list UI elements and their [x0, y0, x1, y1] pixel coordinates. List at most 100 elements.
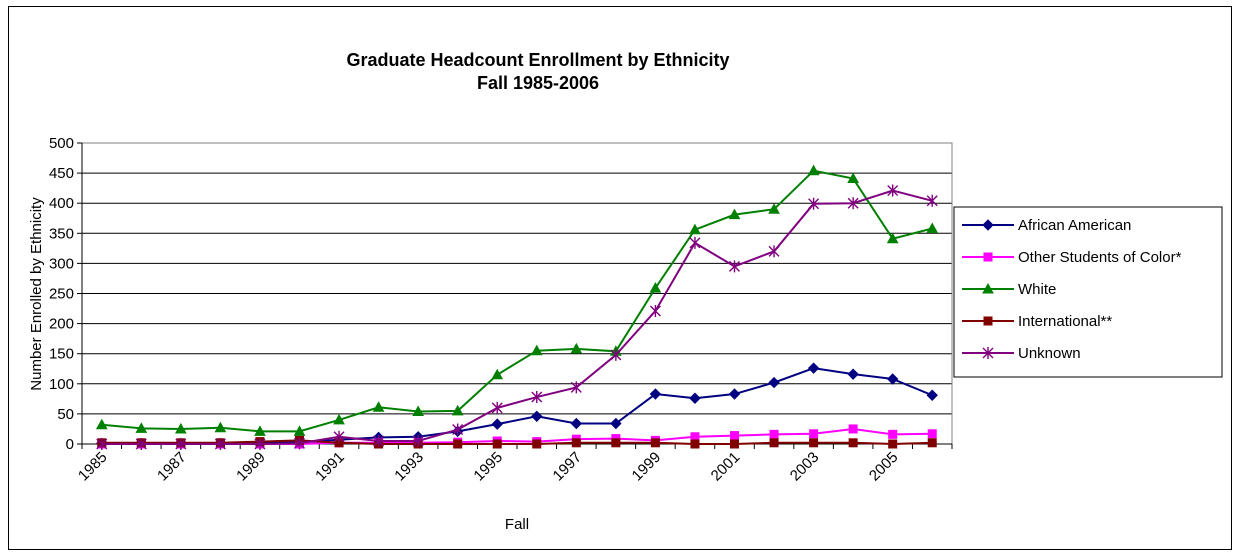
- data-point: [95, 418, 108, 430]
- data-point: [333, 413, 345, 425]
- x-axis: 1985 1987 1989 1991 1993 1995 1997 1999 2001 2003…: [75, 443, 953, 485]
- data-point: [214, 438, 226, 450]
- data-point: [135, 438, 147, 450]
- legend-label: Other Students of Color*: [1018, 249, 1182, 266]
- data-point: [531, 410, 543, 423]
- data-point: [571, 438, 581, 448]
- data-point: [809, 429, 819, 439]
- series-line: [101, 169, 933, 433]
- y-tick-label: 400: [49, 195, 74, 212]
- y-tick-label: 200: [49, 316, 74, 333]
- data-point: [412, 434, 424, 447]
- data-point: [453, 439, 463, 449]
- data-point: [926, 222, 939, 233]
- x-tick-label: 1989: [233, 449, 269, 485]
- y-axis-title: Number Enrolled by Ethnicity: [28, 197, 45, 391]
- x-tick-label: 1993: [391, 449, 427, 485]
- x-tick-label: 2003: [787, 449, 823, 485]
- data-point: [730, 431, 739, 441]
- data-point: [610, 348, 622, 361]
- legend-marker: [982, 347, 994, 359]
- data-point: [848, 424, 858, 434]
- x-axis-title: Fall: [505, 516, 529, 533]
- data-point: [491, 418, 503, 430]
- data-point: [293, 425, 306, 436]
- data-point: [847, 368, 859, 380]
- data-point: [888, 439, 898, 449]
- series-line: [101, 189, 933, 445]
- data-point: [530, 344, 543, 356]
- x-tick-label: 1985: [75, 449, 111, 485]
- y-tick-label: 250: [49, 286, 74, 303]
- data-point: [491, 368, 504, 380]
- data-point: [769, 429, 779, 439]
- series-line: [101, 439, 933, 446]
- legend: African American Other Students of Color*…: [953, 206, 1223, 378]
- data-point: [927, 438, 937, 448]
- data-point: [689, 223, 701, 235]
- data-point: [689, 236, 701, 249]
- data-point: [847, 172, 859, 184]
- data-point: [926, 194, 938, 207]
- data-point: [888, 429, 898, 439]
- x-tick-label: 1997: [550, 449, 586, 485]
- data-point: [809, 438, 819, 448]
- series-line: [101, 367, 933, 445]
- data-point: [649, 304, 661, 317]
- data-point: [768, 376, 780, 389]
- data-point: [492, 439, 502, 449]
- data-point: [135, 422, 148, 433]
- data-point: [807, 164, 820, 176]
- data-point: [728, 388, 741, 400]
- legend-label: African American: [1018, 217, 1131, 234]
- legend-marker: [983, 252, 993, 262]
- data-point: [769, 438, 779, 448]
- data-point: [887, 184, 899, 197]
- legend-item: White: [962, 281, 1056, 298]
- data-point: [611, 438, 621, 448]
- data-point: [175, 422, 187, 434]
- legend-item: Other Students of Color*: [962, 249, 1182, 266]
- data-point: [532, 439, 542, 449]
- legend-marker: [983, 316, 993, 326]
- data-point: [254, 438, 266, 450]
- y-axis: 0 50 100 150 200 250 300 350 400 450 500: [49, 135, 83, 453]
- data-point: [886, 232, 899, 244]
- gridlines: [82, 142, 952, 415]
- legend-marker: [982, 282, 994, 294]
- x-tick-label: 2001: [708, 449, 744, 485]
- data-point: [886, 373, 899, 385]
- x-tick-label: 1987: [154, 449, 190, 485]
- x-tick-label: 2005: [866, 449, 902, 485]
- chart-subtitle: Fall 1985-2006: [477, 73, 599, 93]
- data-point: [451, 404, 464, 416]
- data-point: [926, 389, 938, 401]
- data-point: [96, 438, 108, 450]
- legend-label: Unknown: [1018, 345, 1081, 362]
- y-tick-label: 350: [49, 225, 74, 242]
- series-unknown: [96, 184, 938, 450]
- data-point: [927, 429, 937, 439]
- legend-box: [953, 206, 1223, 378]
- y-tick-label: 500: [49, 135, 74, 152]
- data-point: [807, 362, 820, 374]
- legend-item: International**: [962, 313, 1112, 330]
- legend-label: White: [1018, 281, 1056, 298]
- y-tick-label: 100: [49, 376, 74, 393]
- data-point: [768, 245, 780, 258]
- legend-marker: [982, 219, 994, 231]
- data-point: [570, 417, 583, 430]
- data-point: [214, 421, 227, 433]
- data-point: [847, 197, 859, 210]
- data-point: [570, 381, 582, 394]
- data-point: [175, 438, 187, 450]
- y-tick-label: 50: [57, 406, 74, 423]
- data-point: [491, 401, 503, 414]
- x-tick-label: 1995: [470, 449, 506, 485]
- legend-item: African American: [962, 217, 1131, 234]
- data-point: [373, 434, 385, 447]
- data-point: [728, 208, 741, 220]
- data-point: [649, 282, 662, 293]
- y-tick-label: 450: [49, 165, 74, 182]
